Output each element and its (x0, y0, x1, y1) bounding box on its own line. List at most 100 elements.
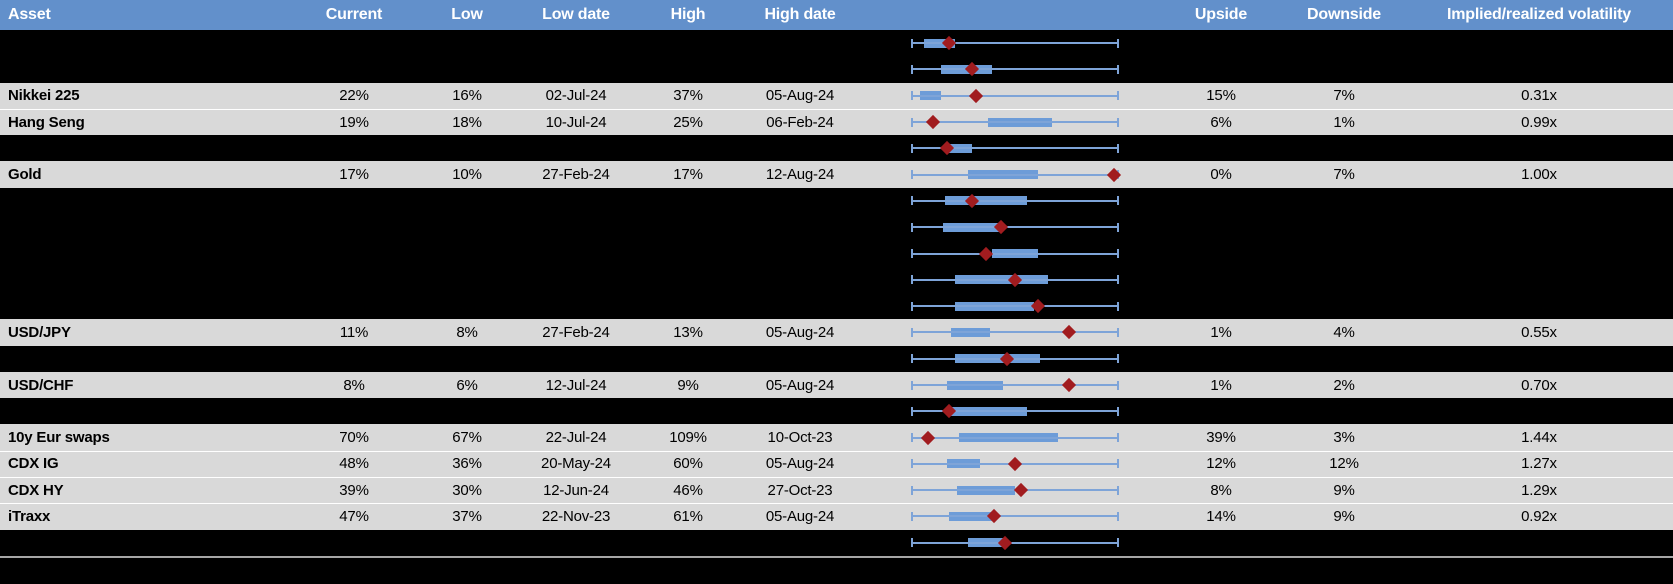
whisker-cap-right (1117, 459, 1119, 469)
high-value: 60% (673, 455, 703, 473)
table-row: Hang Seng 19% 18% 10-Jul-24 25% 06-Feb-2… (0, 108, 1673, 136)
downside-value: 9% (1333, 507, 1355, 525)
whisker-cap-left (911, 143, 913, 153)
range-boxplot (905, 530, 1125, 556)
current-value: 11% (339, 323, 369, 341)
whisker-cap-left (911, 511, 913, 521)
range-boxplot (905, 451, 1125, 477)
high-date: 05-Aug-24 (765, 376, 835, 394)
low-value: 36% (452, 455, 482, 473)
table-row (0, 529, 1673, 556)
upside-value: 12% (1206, 455, 1236, 473)
whisker-cap-left (911, 64, 913, 74)
boxplot-area (911, 424, 1119, 450)
whisker-line (912, 331, 1118, 334)
implied-realized-volatility-value: 1.27x (1521, 455, 1557, 473)
whisker-line (912, 147, 1118, 150)
boxplot-area (911, 30, 1119, 56)
whisker-cap-left (911, 275, 913, 285)
table-row: iTraxx 47% 37% 22-Nov-23 61% 05-Aug-24 1… (0, 503, 1673, 530)
implied-realized-volatility-value: 0.31x (1521, 87, 1557, 105)
whisker-cap-right (1117, 354, 1119, 364)
whisker-line (912, 436, 1118, 439)
range-boxplot (905, 135, 1125, 161)
col-header-high-date: High date (764, 6, 836, 23)
range-boxplot (905, 293, 1125, 319)
boxplot-area (911, 372, 1119, 398)
whisker-cap-left (911, 301, 913, 311)
whisker-cap-right (1117, 511, 1119, 521)
range-boxplot (905, 398, 1125, 424)
whisker-cap-right (1117, 406, 1119, 416)
whisker-cap-right (1117, 249, 1119, 259)
col-header-high: High (670, 6, 706, 23)
current-marker-diamond (921, 430, 936, 445)
boxplot-area (911, 398, 1119, 424)
boxplot-area (911, 346, 1119, 372)
high-date: 05-Aug-24 (765, 455, 835, 473)
boxplot-area (911, 240, 1119, 266)
high-value: 13% (673, 323, 703, 341)
whisker-cap-right (1117, 117, 1119, 127)
upside-value: 14% (1206, 507, 1236, 525)
table-row (0, 214, 1673, 241)
table-row (0, 240, 1673, 267)
whisker-cap-right (1117, 91, 1119, 101)
whisker-cap-left (911, 91, 913, 101)
range-boxplot (905, 477, 1125, 503)
col-header-implied-realized-volatility: Implied/realized volatility (1447, 6, 1631, 23)
whisker-line (912, 199, 1118, 202)
whisker-line (912, 357, 1118, 360)
boxplot-area (911, 477, 1119, 503)
whisker-cap-right (1117, 327, 1119, 337)
whisker-cap-right (1117, 64, 1119, 74)
table-row (0, 135, 1673, 162)
low-value: 16% (452, 87, 482, 105)
low-date: 20-May-24 (541, 455, 611, 473)
implied-realized-volatility-value: 0.70x (1521, 376, 1557, 394)
upside-value: 6% (1210, 113, 1232, 131)
whisker-cap-right (1117, 38, 1119, 48)
whisker-line (912, 226, 1118, 229)
current-value: 48% (339, 455, 369, 473)
asset-name: CDX HY (8, 481, 64, 499)
col-header-current: Current (325, 6, 383, 23)
whisker-cap-left (911, 433, 913, 443)
range-boxplot (905, 240, 1125, 266)
whisker-cap-right (1117, 485, 1119, 495)
current-value: 8% (343, 376, 365, 394)
high-date: 10-Oct-23 (767, 429, 833, 447)
whisker-line (912, 384, 1118, 386)
whisker-line (912, 515, 1118, 518)
upside-value: 1% (1210, 376, 1232, 394)
boxplot-area (911, 319, 1119, 345)
range-boxplot (905, 346, 1125, 372)
asset-name: CDX IG (8, 455, 59, 473)
low-date: 27-Feb-24 (542, 166, 610, 184)
current-value: 70% (339, 429, 369, 447)
high-value: 9% (677, 376, 699, 394)
current-marker-diamond (1061, 325, 1076, 340)
downside-value: 3% (1333, 429, 1355, 447)
implied-realized-volatility-value: 1.29x (1521, 481, 1557, 499)
implied-realized-volatility-value: 0.99x (1521, 113, 1557, 131)
table-row: Nikkei 225 22% 16% 02-Jul-24 37% 05-Aug-… (0, 82, 1673, 109)
boxplot-area (911, 161, 1121, 187)
high-date: 06-Feb-24 (766, 113, 834, 131)
table-row (0, 292, 1673, 320)
implied-realized-volatility-value: 1.00x (1521, 166, 1557, 184)
low-date: 22-Nov-23 (541, 507, 611, 525)
whisker-line (912, 68, 1118, 71)
downside-value: 12% (1329, 455, 1359, 473)
range-boxplot (905, 424, 1125, 450)
low-date: 12-Jun-24 (543, 481, 609, 499)
whisker-line (912, 252, 1118, 255)
table-row: USD/JPY 11% 8% 27-Feb-24 13% 05-Aug-24 1… (0, 319, 1673, 346)
table-row (0, 266, 1673, 293)
boxplot-area (911, 214, 1119, 240)
boxplot-area (911, 503, 1119, 529)
high-date: 12-Aug-24 (765, 166, 835, 184)
low-date: 10-Jul-24 (545, 113, 607, 131)
asset-name: iTraxx (8, 507, 51, 525)
whisker-cap-right (1117, 196, 1119, 206)
